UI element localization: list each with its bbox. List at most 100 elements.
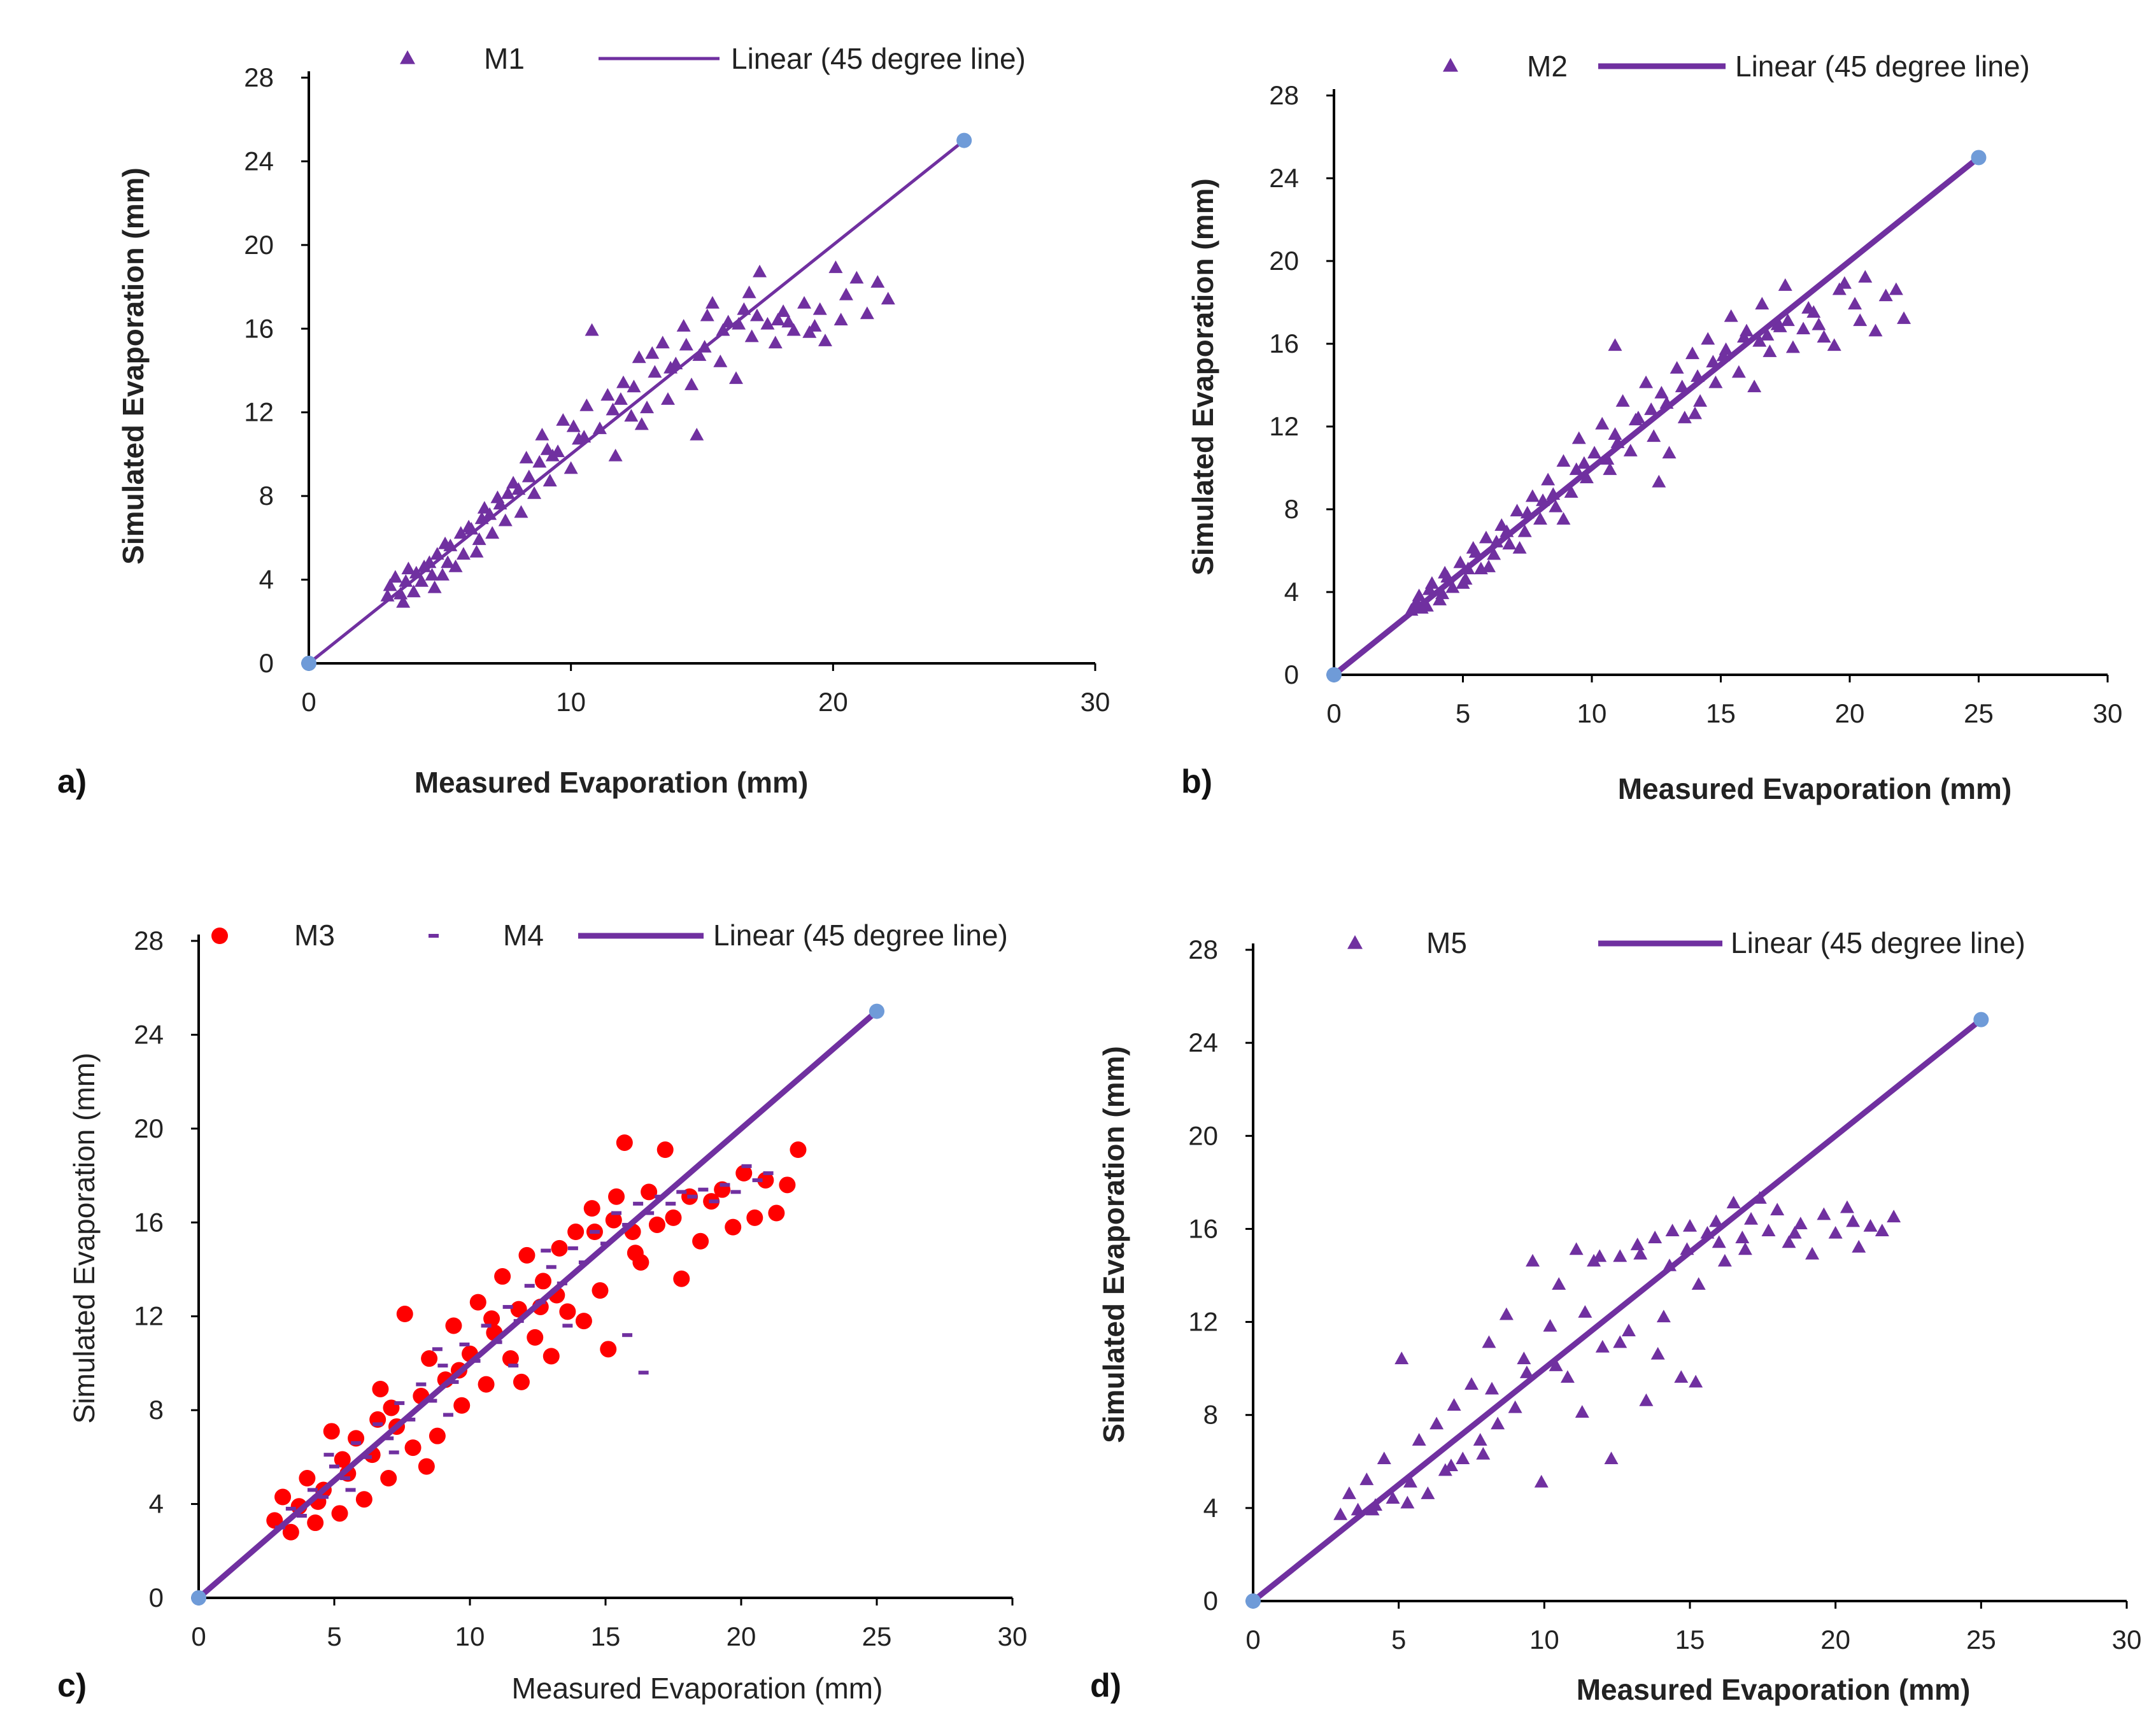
panel-label-a: a): [57, 763, 87, 800]
data-point: [679, 337, 693, 351]
data-point: [616, 375, 630, 388]
data-point: [1708, 375, 1723, 388]
data-point: [296, 1514, 307, 1518]
legend-symbol-dash: [429, 934, 439, 938]
data-point: [518, 1246, 535, 1264]
data-point: [546, 1265, 557, 1269]
data-point: [1359, 1472, 1374, 1485]
data-point: [1476, 1446, 1491, 1460]
data-point: [640, 400, 655, 414]
data-point: [579, 398, 594, 411]
data-point: [427, 1399, 437, 1403]
data-point: [585, 323, 599, 336]
data-point: [318, 1495, 329, 1499]
data-point: [613, 392, 628, 405]
data-point: [1652, 474, 1666, 488]
data-point: [1377, 1451, 1391, 1465]
data-point: [1421, 1486, 1435, 1499]
data-point: [634, 417, 649, 430]
x-tick-label: 0: [1326, 698, 1341, 728]
data-point: [1613, 1249, 1628, 1262]
data-point: [323, 1423, 340, 1440]
data-point: [770, 313, 785, 326]
data-point: [1656, 1309, 1671, 1323]
data-point: [1543, 1318, 1557, 1332]
x-tick-label: 0: [191, 1621, 206, 1651]
data-point: [1456, 1451, 1470, 1465]
line-endpoint-end: [956, 132, 972, 148]
y-tick-label: 24: [244, 146, 274, 176]
data-point: [802, 325, 817, 338]
data-point: [1615, 394, 1630, 407]
data-point: [1633, 1246, 1648, 1260]
data-point: [776, 304, 791, 317]
data-point: [1510, 504, 1524, 517]
data-point: [443, 1413, 453, 1417]
data-point: [1752, 334, 1767, 347]
data-point: [1453, 555, 1468, 568]
data-point: [1770, 1203, 1785, 1216]
data-point: [519, 451, 534, 463]
data-point: [1571, 431, 1586, 444]
y-tick-label: 24: [1269, 163, 1299, 193]
data-point: [616, 1134, 633, 1151]
data-point: [1473, 1433, 1487, 1446]
data-point: [541, 1248, 551, 1253]
data-point: [1719, 342, 1733, 355]
data-point: [1445, 580, 1460, 593]
x-tick-label: 30: [2112, 1625, 2142, 1655]
y-tick-label: 28: [244, 62, 274, 92]
line-endpoint-start: [1326, 667, 1342, 682]
data-point: [742, 285, 756, 299]
x-tick-label: 25: [1964, 698, 1994, 728]
x-tick-label: 10: [455, 1621, 485, 1651]
data-point: [404, 1439, 422, 1457]
data-point: [592, 421, 607, 434]
data-point: [1412, 1433, 1426, 1446]
data-point: [535, 1273, 552, 1290]
y-axis-title-a: Simulated Evaporation (mm): [117, 167, 150, 565]
data-point: [494, 1268, 511, 1285]
data-point: [600, 388, 615, 401]
data-point: [797, 295, 812, 309]
y-tick-label: 12: [244, 397, 274, 427]
x-tick-label: 10: [1577, 698, 1607, 728]
x-tick-label: 20: [1820, 1625, 1850, 1655]
data-point: [401, 561, 416, 575]
data-point: [1793, 1217, 1808, 1230]
x-tick-label: 20: [818, 687, 848, 717]
data-point: [1712, 1235, 1726, 1248]
data-point: [611, 1211, 622, 1215]
data-point: [331, 1505, 348, 1522]
legend-label-m3: M3: [294, 919, 335, 952]
data-point: [441, 555, 455, 568]
data-point: [660, 392, 675, 405]
data-point: [1852, 1239, 1866, 1253]
data-point: [692, 1232, 709, 1250]
data-point: [1613, 1335, 1628, 1348]
data-point: [527, 486, 542, 499]
x-axis-title-b: Measured Evaporation (mm): [1618, 772, 2012, 805]
data-point: [753, 264, 767, 278]
data-point: [692, 348, 707, 361]
data-point: [1735, 1231, 1750, 1243]
data-point: [566, 419, 581, 432]
panel-label-b: b): [1181, 763, 1212, 800]
x-tick-label: 0: [301, 687, 316, 717]
data-point: [532, 455, 547, 468]
data-point: [513, 1373, 530, 1390]
data-point: [1479, 530, 1493, 544]
y-tick-label: 12: [134, 1301, 164, 1331]
series-m5: [1333, 1191, 1901, 1520]
legend-symbol-triangle: [1347, 935, 1363, 949]
data-point: [383, 1436, 394, 1441]
data-point: [498, 513, 513, 526]
x-tick-label: 15: [591, 1621, 621, 1651]
data-point: [1499, 1307, 1514, 1320]
x-tick-label: 20: [727, 1621, 756, 1651]
data-point: [551, 1239, 568, 1257]
data-point: [589, 1230, 600, 1234]
data-point: [746, 1209, 763, 1226]
x-tick-label: 15: [1675, 1625, 1705, 1655]
y-tick-label: 20: [134, 1113, 164, 1143]
